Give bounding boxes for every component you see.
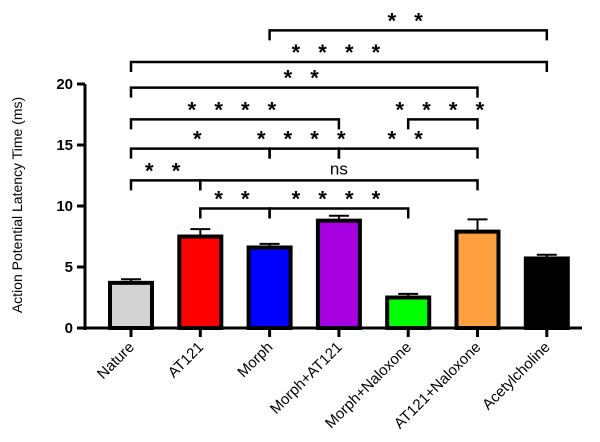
- significance-label: * * * *: [257, 127, 352, 152]
- bar-morph: [246, 245, 293, 330]
- significance-label: * *: [145, 158, 186, 183]
- significance-bracket: [129, 118, 341, 130]
- bar-acetylcholine: [523, 256, 570, 330]
- significance-label: ns: [330, 159, 348, 178]
- y-tick-label: 5: [65, 259, 73, 276]
- y-axis-label: Action Potential Latency Time (ms): [9, 97, 25, 313]
- y-tick-label: 20: [56, 76, 73, 93]
- significance-label: * * * *: [292, 40, 387, 65]
- x-tick-label: Acetylcholine: [479, 339, 554, 414]
- x-tick-label: Morph: [234, 339, 276, 381]
- significance-bracket: [337, 147, 479, 159]
- bar-at121-naloxone: [454, 229, 501, 330]
- significance-bracket: [129, 60, 549, 73]
- significance-label: * *: [388, 8, 429, 33]
- y-tick-label: 15: [56, 137, 73, 154]
- significance-bracket: [129, 86, 479, 98]
- significance-label: * * * *: [188, 97, 283, 122]
- x-tick-label: Nature: [94, 339, 138, 383]
- x-tick-label: Morph+AT121: [267, 339, 346, 418]
- significance-label: * *: [388, 127, 429, 152]
- significance-label: * * * *: [292, 186, 387, 211]
- significance-label: * * * *: [396, 97, 491, 122]
- significance-bracket: [199, 179, 479, 191]
- significance-label: * *: [284, 66, 325, 91]
- bar-morph-naloxone: [385, 295, 432, 330]
- significance-label: *: [193, 127, 208, 152]
- y-tick-label: 0: [65, 320, 73, 337]
- y-tick-label: 10: [56, 198, 73, 215]
- x-tick-label: AT121: [165, 339, 207, 381]
- significance-bracket: [268, 207, 410, 219]
- bar-at121: [177, 234, 224, 330]
- significance-label: * *: [214, 186, 255, 211]
- bar-nature: [108, 280, 154, 330]
- significance-bracket: [406, 118, 479, 130]
- significance-bracket: [268, 29, 549, 41]
- bar-morph-at121: [315, 218, 362, 330]
